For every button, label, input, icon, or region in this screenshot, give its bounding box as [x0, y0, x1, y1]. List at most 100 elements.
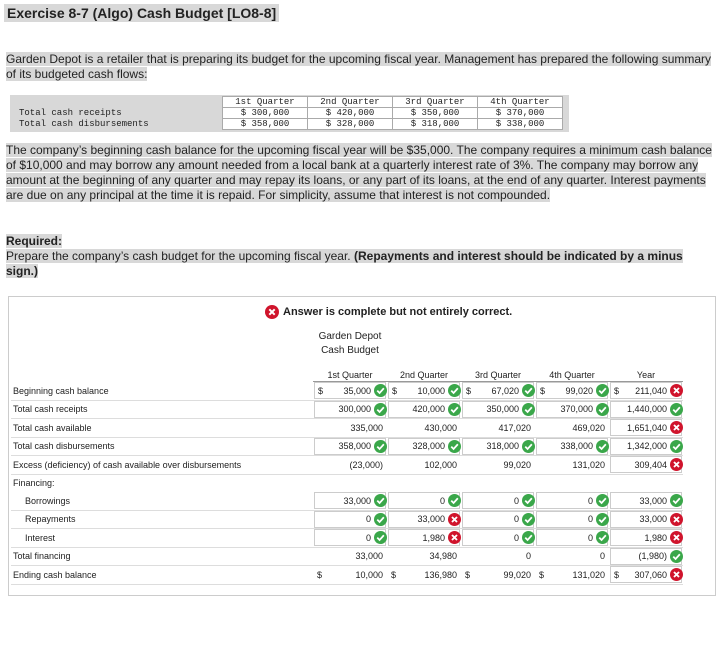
amount: 35,000 [343, 385, 371, 396]
amount: 0 [365, 514, 371, 525]
summary-row: Total cash disbursements $ 358,000 $ 328,0… [16, 118, 563, 130]
value: 335,000 [314, 420, 386, 435]
value-cell: 420,000 [387, 400, 461, 419]
blank [11, 357, 313, 382]
input-box: $35,000 [314, 382, 387, 400]
amount: 102,000 [424, 459, 457, 470]
amount: 338,000 [560, 441, 593, 452]
value: 417,020 [462, 420, 534, 435]
summary-table: 1st Quarter 2nd Quarter 3rd Quarter 4th Qua… [10, 95, 569, 132]
column-header: 3rd Quarter [461, 357, 535, 382]
amount: 309,404 [634, 459, 667, 470]
amount: 211,040 [635, 385, 667, 396]
input-box: 420,000 [388, 400, 461, 418]
amount: (23,000) [349, 459, 383, 470]
statement: Cash Budget [321, 344, 379, 356]
value: 430,000 [388, 420, 460, 435]
check-icon [374, 531, 387, 545]
value-cell: 1,342,000 [609, 437, 683, 456]
details-text: The company’s beginning cash balance for… [6, 143, 712, 202]
amount: 0 [513, 495, 519, 506]
budget-row: Total financing 33,000 34,980 0 0 (1,980) [11, 547, 683, 566]
value-cell: $10,000 [313, 565, 387, 585]
input-box: 370,000 [536, 400, 609, 418]
check-icon [374, 402, 387, 416]
row-label: Total cash available [11, 418, 313, 438]
amount: 350,000 [486, 404, 519, 415]
value-cell: $35,000 [313, 381, 387, 401]
summary-grid: 1st Quarter 2nd Quarter 3rd Quarter 4th Qua… [16, 96, 563, 130]
row-label: Total cash disbursements [11, 437, 313, 456]
value-cell: 131,020 [535, 455, 609, 475]
amount: 1,980 [644, 532, 667, 543]
check-icon [596, 512, 609, 526]
intro-text: Garden Depot is a retailer that is prepa… [6, 52, 712, 81]
row-label: Borrowings [11, 492, 313, 511]
amount: 307,060 [634, 569, 667, 580]
amount: (1,980) [638, 551, 667, 562]
check-icon [596, 384, 609, 398]
check-icon [596, 531, 609, 545]
budget-row: Total cash receipts 300,000 420,000 350,000… [11, 400, 683, 419]
currency: $ [391, 569, 397, 580]
intro: Garden Depot is a retailer that is prepa… [6, 52, 718, 82]
input-box: 1,342,000 [610, 437, 683, 455]
amount: 99,020 [503, 459, 531, 470]
input-box: 338,000 [536, 437, 609, 455]
check-icon [670, 439, 683, 453]
budget-row: Total cash available 335,000 430,000 417,02… [11, 418, 683, 438]
amount: 99,020 [503, 569, 531, 580]
budget-row: Financing: [11, 474, 683, 492]
value-cell: $131,020 [535, 565, 609, 585]
check-icon [522, 402, 535, 416]
summary-row: Total cash receipts $ 300,000 $ 420,000 $ 3… [16, 107, 563, 119]
value-cell: 33,000 [313, 547, 387, 566]
value: 0 [536, 549, 608, 564]
check-icon [522, 439, 535, 453]
value: $136,980 [388, 567, 460, 582]
value-cell: 430,000 [387, 418, 461, 438]
value-cell: $67,020 [461, 381, 535, 401]
input-box: $211,040 [610, 382, 683, 400]
amount: 1,980 [422, 532, 445, 543]
amount: 99,020 [565, 385, 593, 396]
check-icon [522, 512, 535, 526]
input-box: 33,000 [610, 492, 683, 510]
value: 131,020 [536, 457, 608, 472]
value-cell [387, 474, 461, 492]
budget-body: Garden Depot Cash Budget 1st Quarter 2nd … [11, 329, 683, 585]
amount: 335,000 [350, 422, 383, 433]
amount: 67,020 [491, 385, 519, 396]
value-cell: $99,020 [461, 565, 535, 585]
summary-value: $ 358,000 [222, 118, 308, 130]
check-icon [596, 402, 609, 416]
statement-row: Cash Budget [11, 343, 683, 357]
input-box: 0 [314, 510, 387, 528]
summary-column: 4th Quarter [477, 96, 563, 108]
row-label: Excess (deficiency) of cash available ov… [11, 455, 313, 475]
amount: 1,342,000 [626, 441, 667, 452]
value-cell: 1,440,000 [609, 400, 683, 419]
budget-row: Interest 0 1,980 0 0 1,980 [11, 528, 683, 548]
value-cell: 350,000 [461, 400, 535, 419]
value-cell: 0 [535, 528, 609, 548]
amount: 0 [525, 551, 531, 562]
input-box: 0 [314, 529, 387, 547]
value-cell: 0 [461, 492, 535, 511]
input-box: 33,000 [314, 492, 387, 510]
details: The company’s beginning cash balance for… [6, 143, 718, 203]
amount: 1,651,040 [626, 422, 667, 433]
input-box: $307,060 [610, 566, 683, 584]
input-box: 0 [536, 529, 609, 547]
currency: $ [539, 569, 545, 580]
value-cell: $211,040 [609, 381, 683, 401]
amount: 33,000 [355, 551, 383, 562]
amount: 0 [587, 495, 593, 506]
value-cell: 335,000 [313, 418, 387, 438]
value: 469,020 [536, 420, 608, 435]
currency: $ [465, 569, 471, 580]
value-cell: (1,980) [609, 547, 683, 566]
input-box: 0 [462, 529, 535, 547]
amount: 0 [599, 551, 605, 562]
